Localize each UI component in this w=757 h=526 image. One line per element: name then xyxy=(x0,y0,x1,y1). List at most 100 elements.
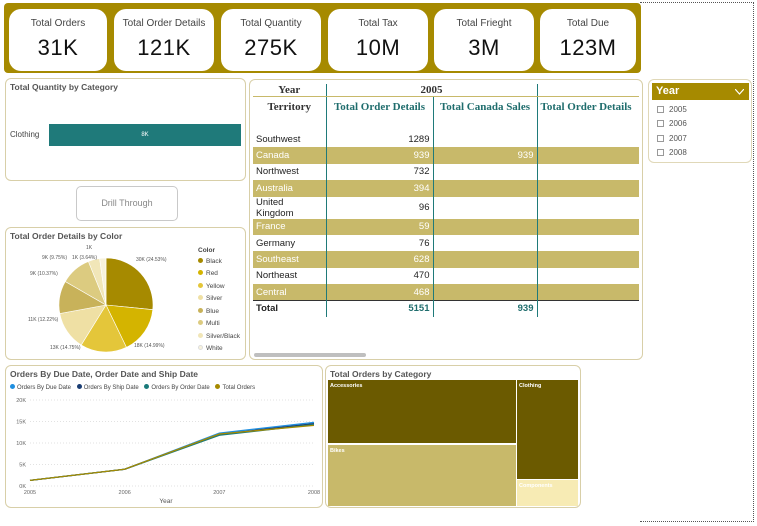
table-row[interactable]: Northwest 732 2420 xyxy=(253,163,639,181)
table-row[interactable]: Central 468 1782 xyxy=(253,284,639,301)
slicer-item-2008[interactable]: 2008 xyxy=(657,148,687,157)
legend-dot-icon xyxy=(198,283,203,288)
orders-line-chart[interactable]: 0K 5K 10K 15K 20K 2005 2006 2007 2008 Year xyxy=(6,366,324,509)
treemap-tile-clothing[interactable]: Clothing xyxy=(517,380,578,479)
legend-dot-icon xyxy=(198,333,203,338)
table-row[interactable]: Northeast 470 1867 xyxy=(253,267,639,285)
table-row[interactable]: Australia 394 859 xyxy=(253,180,639,197)
kpi-card-total-order-details[interactable]: Total Order Details 121K xyxy=(114,9,214,71)
kpi-value: 3M xyxy=(468,35,500,60)
matrix-viewport: Year 2005 2 Territory Total Order Detail… xyxy=(253,84,639,317)
kpi-card-total-frieght[interactable]: Total Frieght 3M xyxy=(434,9,534,71)
x-tick-label: 2005 xyxy=(24,490,36,496)
slicer-item-2007[interactable]: 2007 xyxy=(657,134,687,143)
legend-item-ship[interactable]: Orders By Ship Date xyxy=(76,384,139,391)
table-row[interactable]: France 59 874 xyxy=(253,218,639,235)
matrix-cell: 939 xyxy=(432,147,537,164)
pie-label-silver: 11K (12.22%) xyxy=(28,317,59,323)
series-line-3[interactable] xyxy=(29,424,315,482)
checkbox-icon[interactable] xyxy=(657,135,664,142)
pie-label-silverblack: 1K (3.64%) xyxy=(72,255,97,261)
kpi-bar: Total Orders 31K Total Order Details 121… xyxy=(4,3,641,73)
table-row[interactable]: Canada9399393743 xyxy=(253,147,639,164)
matrix-cell: 59 xyxy=(325,218,433,235)
chevron-down-icon[interactable] xyxy=(735,89,744,95)
line-series xyxy=(29,421,315,482)
series-line-2[interactable] xyxy=(29,423,315,482)
matrix-col-canada-sales[interactable]: Total Canada Sales xyxy=(432,96,537,131)
treemap-tile-accessories[interactable]: Accessories xyxy=(328,380,516,443)
table-row[interactable]: Southwest 1289 4759 xyxy=(253,131,639,148)
legend-item-silver[interactable]: Silver xyxy=(198,295,222,302)
matrix-total-row[interactable]: Total 515193919353 xyxy=(253,300,639,317)
slicer-header[interactable]: Year xyxy=(652,83,749,100)
orders-line-card[interactable]: Orders By Due Date, Order Date and Ship … xyxy=(5,365,323,508)
matrix-table: Year 2005 2 Territory Total Order Detail… xyxy=(253,84,639,317)
legend-item-white[interactable]: White xyxy=(198,345,223,352)
matrix-cell: 859 xyxy=(536,180,639,197)
treemap-label: Accessories xyxy=(330,383,363,389)
pie-slice-yellow[interactable] xyxy=(80,304,127,353)
qty-by-category-card[interactable]: Total Quantity by Category Clothing 8K xyxy=(5,78,246,181)
y-tick-label: 15K xyxy=(16,420,26,426)
pie-slice-white[interactable] xyxy=(99,257,107,306)
legend-item-yellow[interactable]: Yellow xyxy=(198,283,225,290)
legend-item-blue[interactable]: Blue xyxy=(198,308,219,315)
slicer-item-2006[interactable]: 2006 xyxy=(657,119,687,128)
pie-label-white: 1K xyxy=(86,245,93,251)
pie-label-black: 30K (24.53%) xyxy=(136,257,167,263)
territory-matrix[interactable]: Year 2005 2 Territory Total Order Detail… xyxy=(249,79,643,360)
matrix-col-total-details-2[interactable]: Total Order Details xyxy=(536,96,639,131)
kpi-card-total-quantity[interactable]: Total Quantity 275K xyxy=(221,9,321,71)
legend-item-order[interactable]: Orders By Order Date xyxy=(144,384,210,391)
kpi-card-total-orders[interactable]: Total Orders 31K xyxy=(9,9,107,71)
legend-item-black[interactable]: Black xyxy=(198,258,222,265)
territory-name: Southeast xyxy=(256,254,299,266)
legend-item-due[interactable]: Orders By Due Date xyxy=(10,384,71,391)
matrix-year-next[interactable]: 2 xyxy=(536,84,639,97)
territory-name: United Kingdom xyxy=(256,196,294,219)
pie-card[interactable]: Total Order Details by Color 30K (24.53%… xyxy=(5,227,246,360)
legend-item-red[interactable]: Red xyxy=(198,270,218,277)
slicer-item-2005[interactable]: 2005 xyxy=(657,105,687,114)
table-row[interactable]: Germany 76 233 xyxy=(253,234,639,252)
treemap-tile-bikes[interactable]: Bikes xyxy=(328,445,516,506)
quantity-bar[interactable]: 8K xyxy=(49,124,241,146)
kpi-card-total-due[interactable]: Total Due 123M xyxy=(540,9,636,71)
line-axis: 0K 5K 10K 15K 20K 2005 2006 2007 2008 xyxy=(16,398,320,496)
checkbox-icon[interactable] xyxy=(657,149,664,156)
checkbox-icon[interactable] xyxy=(657,106,664,113)
drill-through-button[interactable]: Drill Through xyxy=(76,186,178,221)
territory-name: Total xyxy=(256,303,278,315)
pie-chart[interactable]: 30K (24.53%) 18K (14.99%) 13K (14.75%) 1… xyxy=(6,228,247,361)
treemap-tile-components[interactable]: Components xyxy=(517,480,578,506)
kpi-card-total-tax[interactable]: Total Tax 10M xyxy=(328,9,428,71)
matrix-cell: 4759 xyxy=(536,131,639,148)
matrix-col-total-details[interactable]: Total Order Details xyxy=(325,96,433,131)
line-grid xyxy=(30,399,314,487)
table-row[interactable]: United Kingdom 96 956 xyxy=(253,196,639,219)
legend-dot-icon xyxy=(198,345,203,350)
year-slicer[interactable]: Year 2005 2006 2007 2008 xyxy=(648,79,752,163)
legend-dot-icon xyxy=(198,258,203,263)
matrix-cell xyxy=(432,218,537,235)
territory-name: France xyxy=(256,221,286,233)
treemap-card[interactable]: Total Orders by Category Accessories Bik… xyxy=(325,365,581,508)
x-tick-label: 2008 xyxy=(308,490,320,496)
legend-dot-icon xyxy=(10,384,15,389)
kpi-value: 31K xyxy=(37,35,79,60)
territory-name: Southwest xyxy=(256,133,301,145)
matrix-cell: 939 xyxy=(432,300,537,317)
legend-dot-icon xyxy=(215,384,221,389)
horizontal-scrollbar[interactable] xyxy=(254,353,366,357)
matrix-cell: 5151 xyxy=(325,300,433,317)
legend-item-multi[interactable]: Multi xyxy=(198,320,220,327)
table-row[interactable]: Southeast 628 1864 xyxy=(253,251,639,268)
legend-item-total[interactable]: Total Orders xyxy=(215,384,255,391)
legend-item-silver-black[interactable]: Silver/Black xyxy=(198,333,240,340)
pie-slice-red[interactable] xyxy=(105,304,154,348)
pie-legend-title: Color xyxy=(198,247,215,254)
pie-slice-black[interactable] xyxy=(105,257,154,311)
matrix-year-2005[interactable]: 2005 xyxy=(325,84,537,97)
checkbox-icon[interactable] xyxy=(657,120,664,127)
